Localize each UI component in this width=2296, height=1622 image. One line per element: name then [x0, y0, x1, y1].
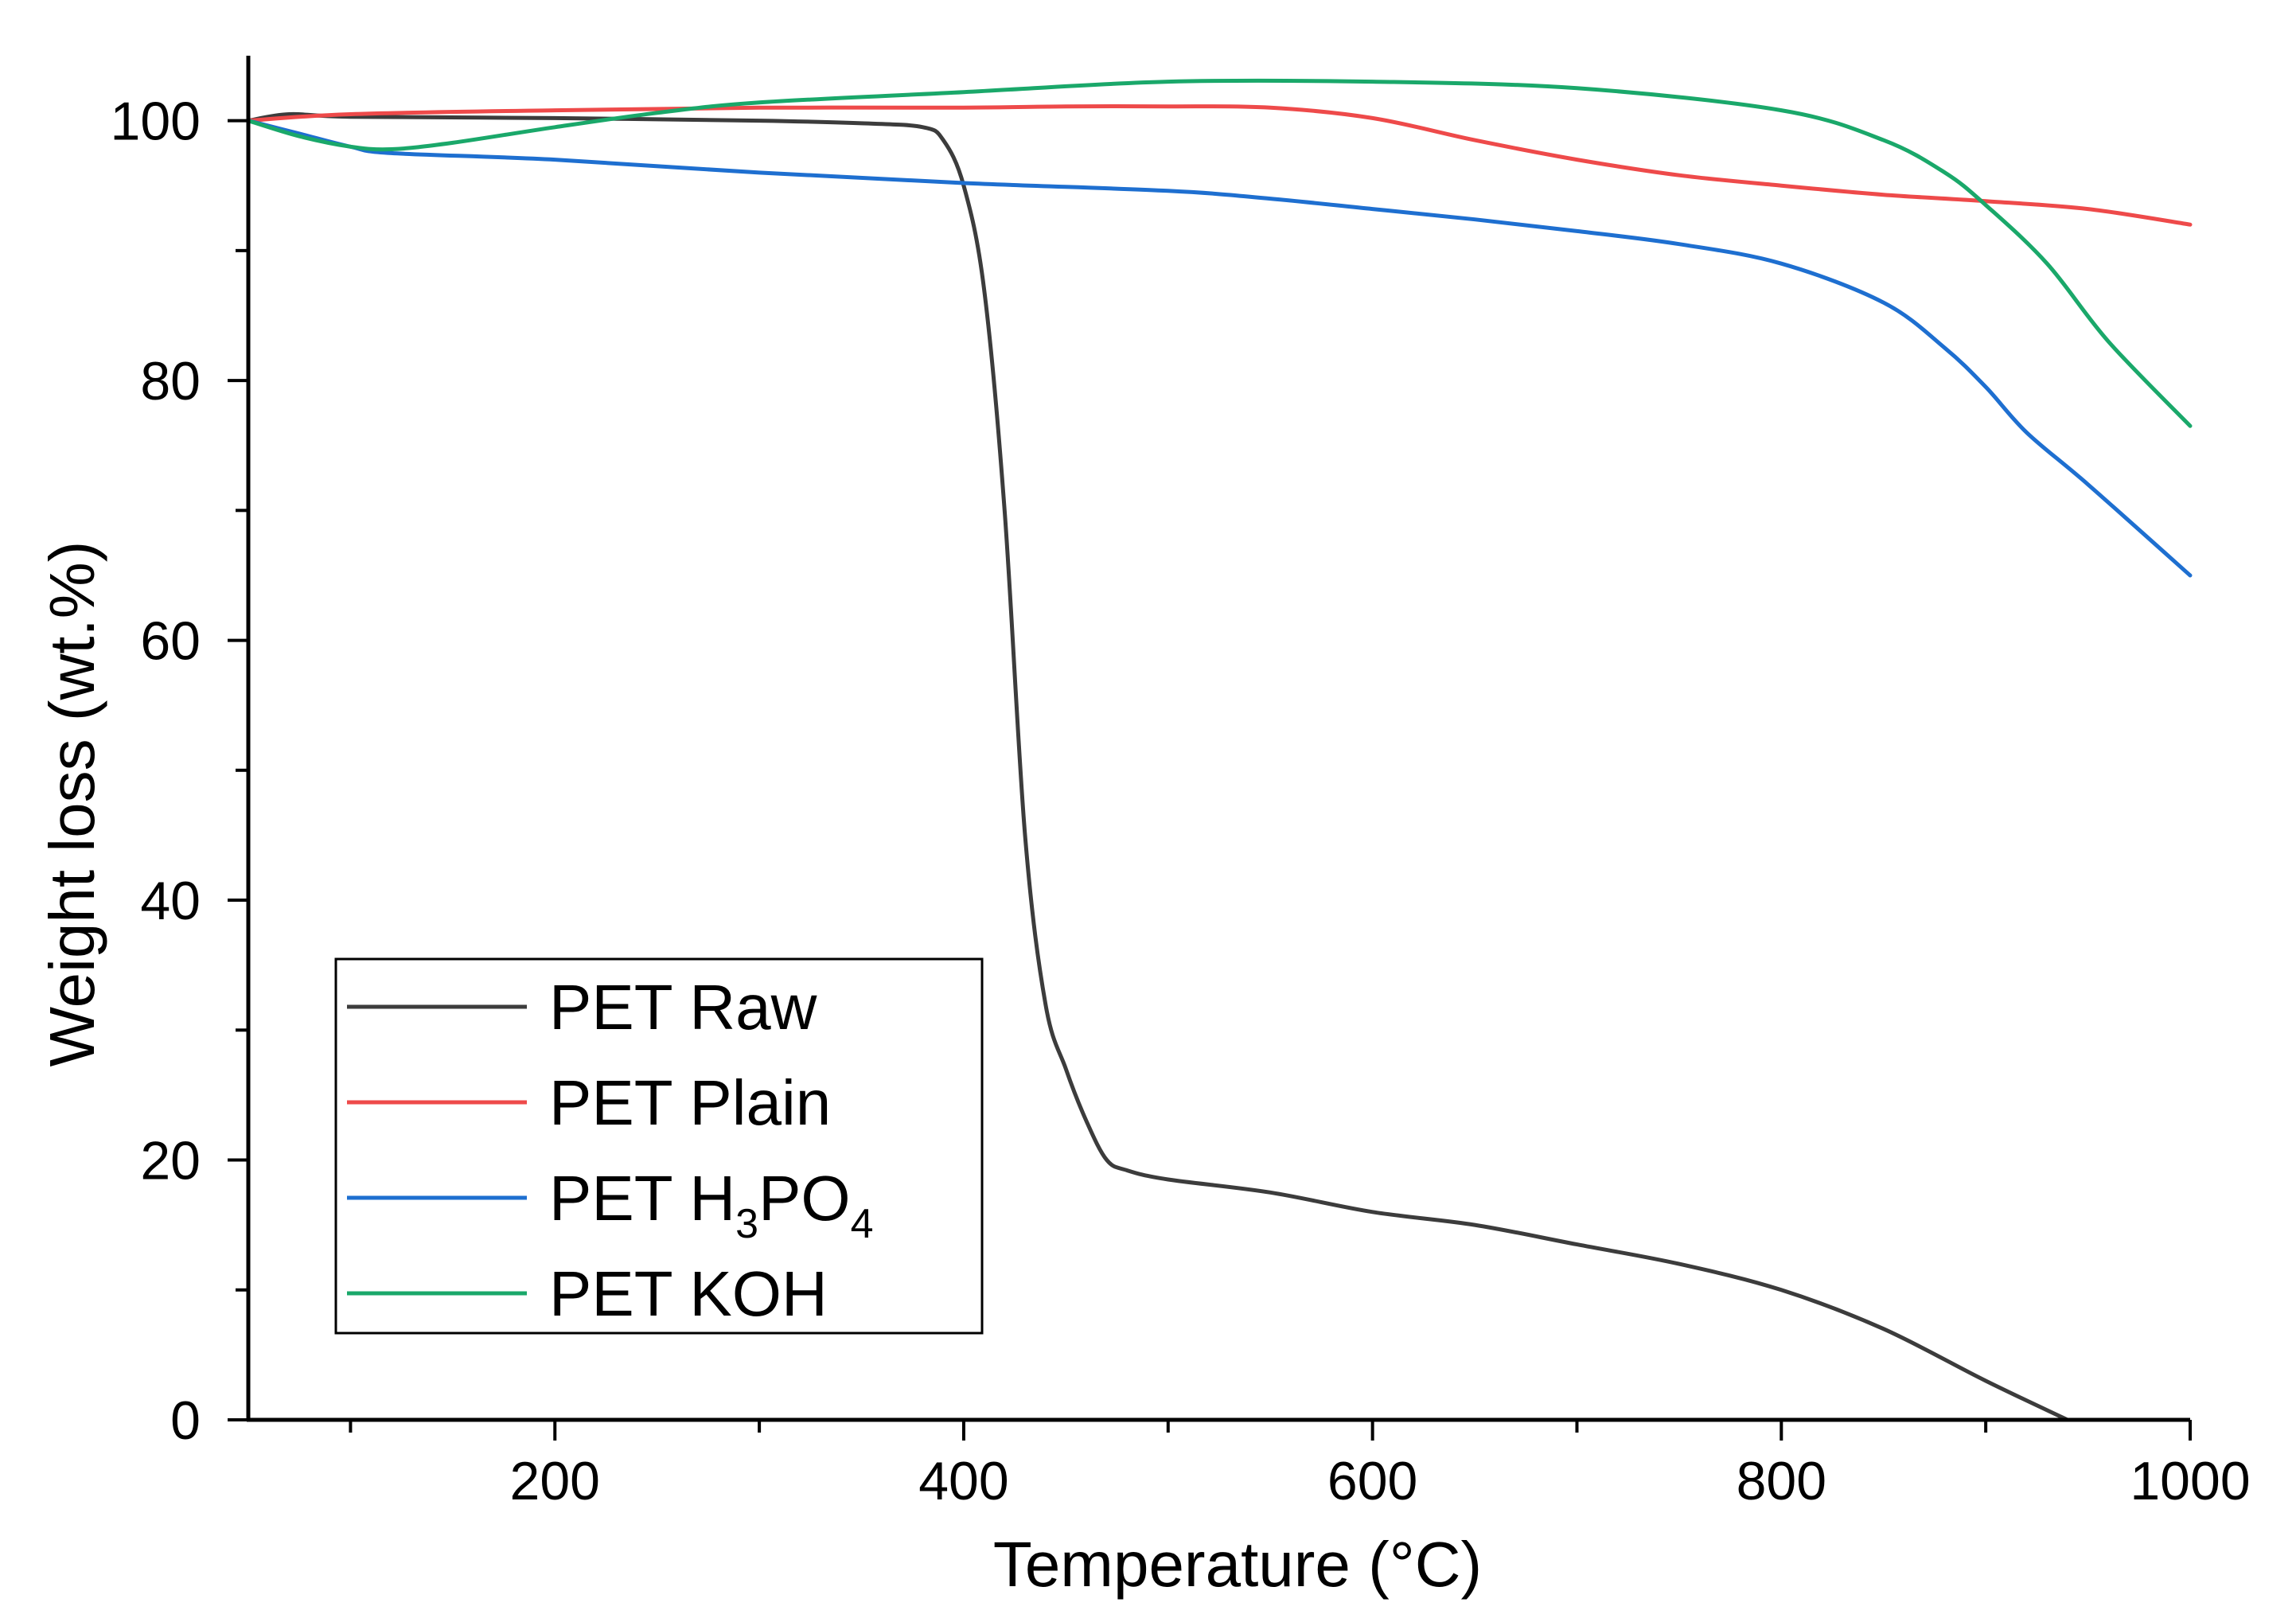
axes — [228, 56, 2192, 1441]
y-tick-label: 40 — [140, 871, 201, 931]
legend-box — [334, 957, 984, 1335]
tick-labels: 200 400 600 800 1000 0 20 40 60 80 100 — [111, 92, 2251, 1511]
legend-label: PET KOH — [549, 1258, 828, 1329]
legend-label: PET Plain — [549, 1067, 831, 1138]
y-tick-label: 100 — [111, 92, 201, 152]
x-tick-label: 800 — [1737, 1451, 1826, 1511]
legend-label-part: PET H — [549, 1163, 735, 1234]
legend-item: PET Plain — [347, 1067, 831, 1138]
legend-item: PET Raw — [347, 972, 817, 1043]
legend-label-part: PET Raw — [549, 972, 817, 1043]
series-line-3 — [246, 119, 2193, 578]
x-tick-label: 600 — [1327, 1451, 1417, 1511]
legend-label-part: PET KOH — [549, 1258, 828, 1329]
plot-lines — [246, 78, 2193, 1422]
series-line-4 — [246, 78, 2193, 428]
x-tick-label: 200 — [510, 1451, 600, 1511]
y-tick-label: 80 — [140, 351, 201, 411]
x-axis-title: Temperature (°C) — [993, 1529, 1482, 1600]
series-line-2 — [246, 103, 2193, 227]
y-axis-title: Weight loss (wt.%) — [37, 541, 107, 1067]
legend: PET Raw PET Plain PET H3PO4 PET KOH — [334, 957, 984, 1335]
x-tick-label: 400 — [918, 1451, 1008, 1511]
legend-item: PET H3PO4 — [347, 1163, 874, 1247]
legend-label: PET Raw — [549, 972, 817, 1043]
x-tick-label: 1000 — [2130, 1451, 2250, 1511]
legend-item: PET KOH — [347, 1258, 828, 1329]
legend-label-part: PET Plain — [549, 1067, 831, 1138]
y-tick-label: 60 — [140, 611, 201, 672]
series-line-1 — [246, 111, 2070, 1422]
legend-label-part: PO — [758, 1163, 851, 1234]
legend-label-subscript: 3 — [735, 1201, 758, 1247]
legend-label-subscript: 4 — [851, 1201, 874, 1247]
y-tick-label: 20 — [140, 1131, 201, 1191]
legend-label: PET H3PO4 — [549, 1163, 874, 1247]
y-tick-label: 0 — [170, 1390, 201, 1451]
